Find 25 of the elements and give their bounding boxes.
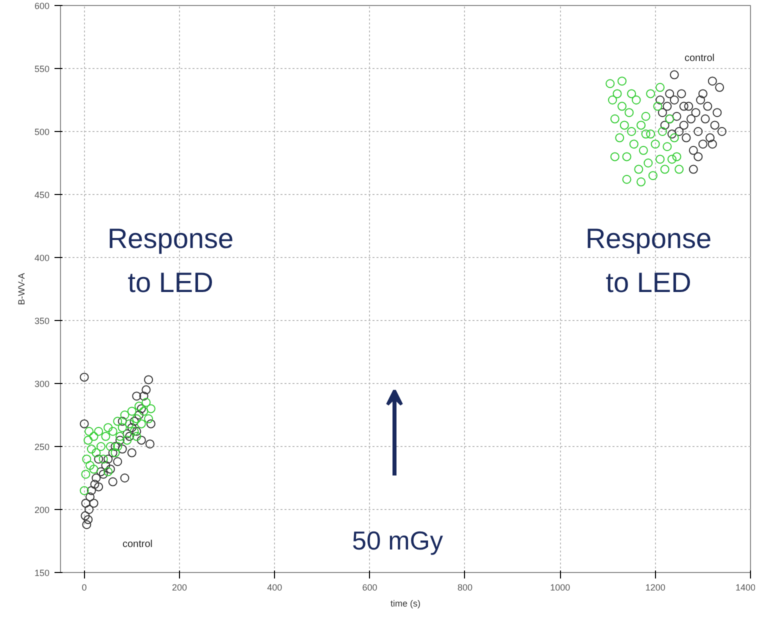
annotation: Response to LED: [585, 223, 712, 298]
y-tick-label: 150: [34, 568, 50, 578]
y-tick-label: 400: [34, 253, 50, 263]
x-tick-label: 600: [362, 582, 378, 592]
y-tick-label: 250: [34, 442, 50, 452]
y-axis-title: B-WV-A: [16, 272, 26, 305]
x-axis-title: time (s): [390, 598, 420, 608]
annotation: 50 mGy: [352, 526, 444, 556]
y-tick-label: 350: [34, 316, 50, 326]
y-tick-label: 200: [34, 505, 50, 515]
x-tick-label: 400: [267, 582, 282, 592]
annotation: control: [122, 539, 153, 550]
x-tick-label: 1000: [550, 582, 570, 592]
x-tick-label: 200: [172, 582, 187, 592]
x-tick-label: 800: [457, 582, 473, 592]
y-tick-label: 500: [34, 127, 50, 137]
y-tick-label: 550: [34, 64, 50, 74]
annotation: Response to LED: [107, 223, 234, 298]
x-tick-label: 1400: [735, 582, 756, 592]
y-tick-label: 600: [34, 1, 50, 11]
x-tick-label: 1200: [645, 582, 666, 592]
y-tick-label: 300: [34, 379, 50, 389]
x-tick-label: 0: [82, 582, 87, 592]
y-tick-label: 450: [34, 190, 50, 200]
annotation: control: [684, 53, 715, 64]
